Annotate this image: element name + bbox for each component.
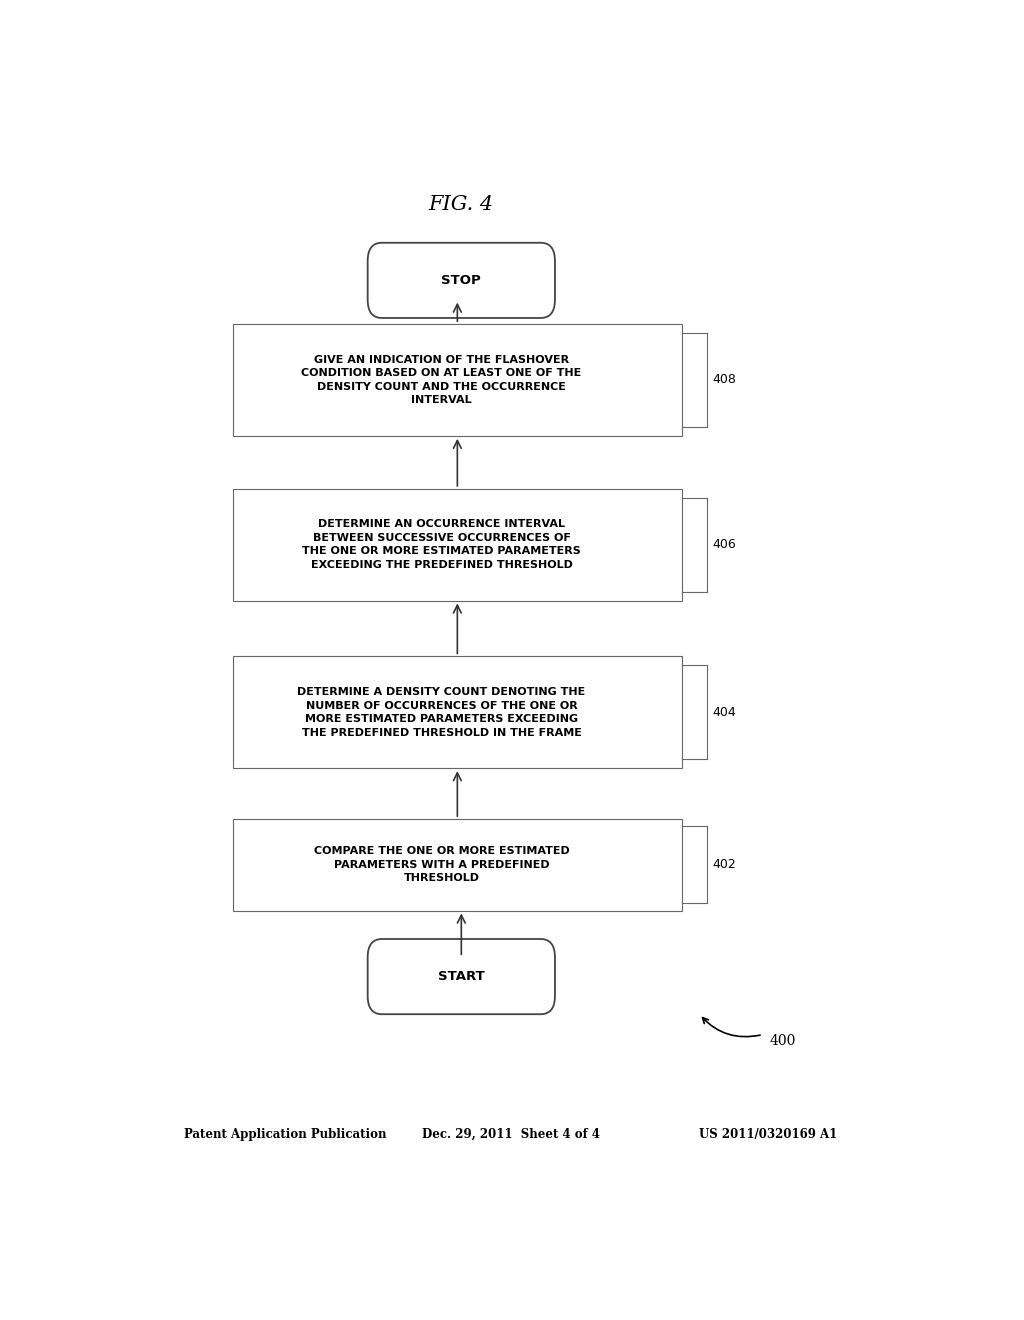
- Bar: [233, 818, 682, 911]
- Text: US 2011/0320169 A1: US 2011/0320169 A1: [699, 1127, 838, 1140]
- Text: Dec. 29, 2011  Sheet 4 of 4: Dec. 29, 2011 Sheet 4 of 4: [422, 1127, 600, 1140]
- Bar: [233, 488, 682, 601]
- Text: DETERMINE AN OCCURRENCE INTERVAL
BETWEEN SUCCESSIVE OCCURRENCES OF
THE ONE OR MO: DETERMINE AN OCCURRENCE INTERVAL BETWEEN…: [302, 519, 581, 570]
- Bar: [233, 325, 682, 436]
- FancyBboxPatch shape: [368, 939, 555, 1014]
- Text: Patent Application Publication: Patent Application Publication: [183, 1127, 386, 1140]
- Bar: [233, 656, 682, 768]
- Text: STOP: STOP: [441, 273, 481, 286]
- Text: FIG. 4: FIG. 4: [429, 194, 494, 214]
- Text: 402: 402: [713, 858, 736, 871]
- Text: START: START: [438, 970, 484, 983]
- Text: 406: 406: [713, 539, 736, 552]
- FancyBboxPatch shape: [368, 243, 555, 318]
- Text: COMPARE THE ONE OR MORE ESTIMATED
PARAMETERS WITH A PREDEFINED
THRESHOLD: COMPARE THE ONE OR MORE ESTIMATED PARAME…: [313, 846, 569, 883]
- Text: 404: 404: [713, 706, 736, 719]
- Text: 400: 400: [769, 1034, 796, 1048]
- Text: DETERMINE A DENSITY COUNT DENOTING THE
NUMBER OF OCCURRENCES OF THE ONE OR
MORE : DETERMINE A DENSITY COUNT DENOTING THE N…: [297, 686, 586, 738]
- Text: GIVE AN INDICATION OF THE FLASHOVER
CONDITION BASED ON AT LEAST ONE OF THE
DENSI: GIVE AN INDICATION OF THE FLASHOVER COND…: [301, 355, 582, 405]
- Text: 408: 408: [713, 374, 736, 387]
